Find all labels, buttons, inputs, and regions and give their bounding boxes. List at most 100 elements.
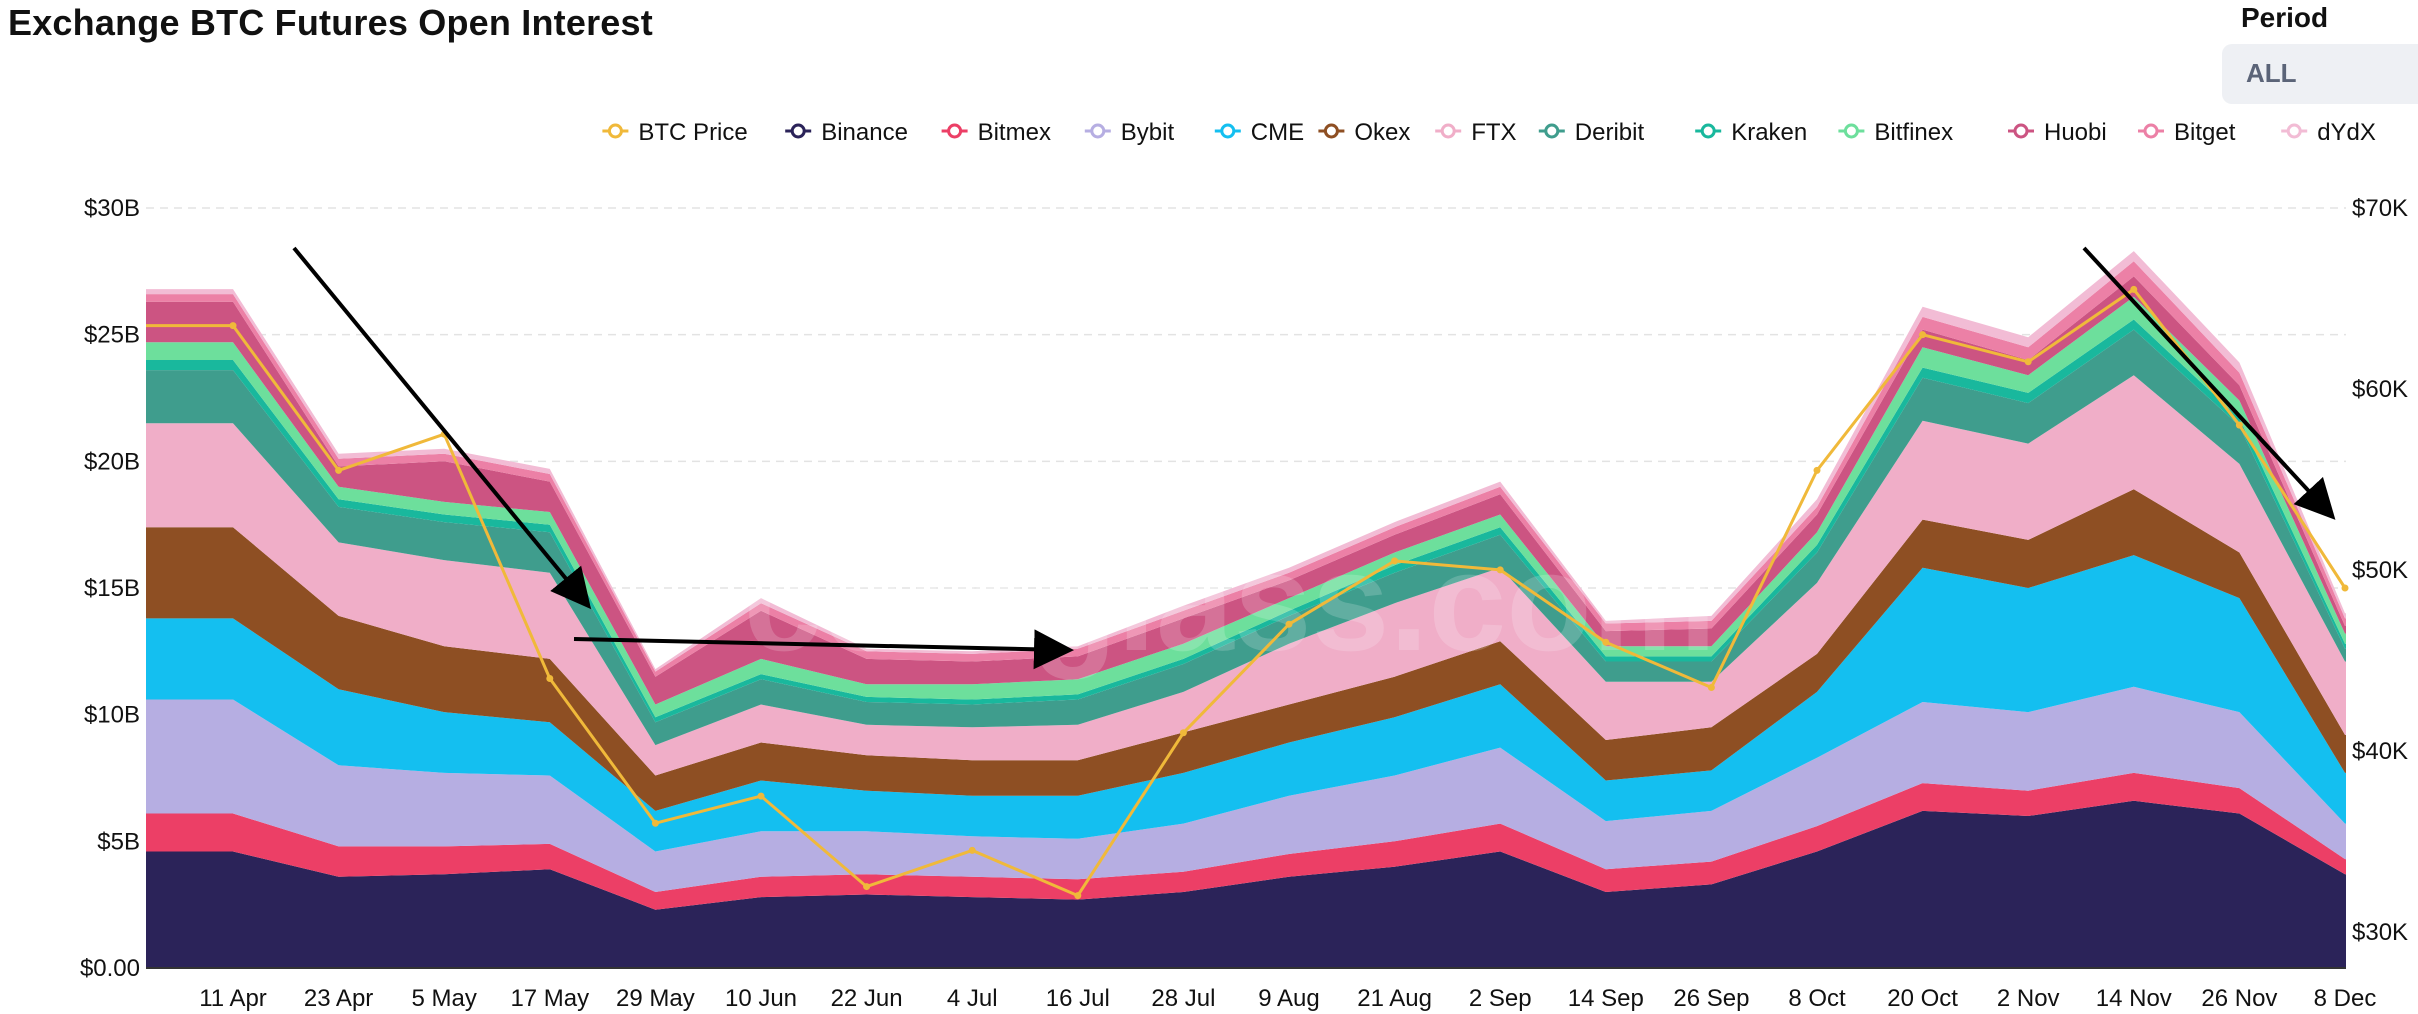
legend-item-cme[interactable]: CME bbox=[1214, 119, 1304, 146]
legend-marker bbox=[2143, 123, 2159, 139]
btc-price-point bbox=[968, 846, 976, 854]
btc-price-point bbox=[1074, 892, 1082, 900]
legend-marker bbox=[2013, 123, 2029, 139]
btc-price-point bbox=[229, 322, 237, 330]
area-okex bbox=[146, 489, 2346, 811]
btc-price-point bbox=[651, 819, 659, 827]
legend-marker bbox=[607, 123, 623, 139]
x-tick-label: 8 Oct bbox=[1788, 985, 1846, 1012]
legend-item-bybit[interactable]: Bybit bbox=[1084, 119, 1175, 146]
y-tick-label: $0.00 bbox=[80, 955, 140, 982]
btc-price-point bbox=[757, 792, 765, 800]
page-title: Exchange BTC Futures Open Interest bbox=[8, 2, 653, 43]
y-right-tick-label: $60K bbox=[2352, 376, 2408, 403]
period-label: Period bbox=[2241, 2, 2329, 33]
area-binance bbox=[146, 800, 2346, 968]
y-right-tick-label: $40K bbox=[2352, 738, 2408, 765]
legend-label: Binance bbox=[821, 119, 908, 146]
btc-price-point bbox=[335, 466, 343, 474]
x-tick-label: 14 Sep bbox=[1568, 985, 1644, 1012]
x-tick-label: 14 Nov bbox=[2096, 985, 2172, 1012]
x-tick-label: 5 May bbox=[412, 985, 477, 1012]
btc-price-point bbox=[1813, 466, 1821, 474]
btc-price-point bbox=[1285, 620, 1293, 628]
legend-label: Huobi bbox=[2044, 119, 2107, 146]
legend-label: dYdX bbox=[2317, 119, 2376, 146]
legend-label: Bitget bbox=[2174, 119, 2236, 146]
area-ftx bbox=[146, 375, 2346, 776]
legend-item-btc-price[interactable]: BTC Price bbox=[602, 119, 748, 146]
legend-label: BTC Price bbox=[638, 119, 747, 146]
x-tick-label: 4 Jul bbox=[947, 985, 998, 1012]
x-tick-label: 23 Apr bbox=[304, 985, 373, 1012]
legend-item-ftx[interactable]: FTX bbox=[1435, 119, 1517, 146]
btc-price-point bbox=[1602, 638, 1610, 646]
x-tick-label: 29 May bbox=[616, 985, 695, 1012]
legend-item-dydx[interactable]: dYdX bbox=[2281, 119, 2376, 146]
y-tick-label: $20B bbox=[84, 448, 140, 475]
x-tick-label: 26 Nov bbox=[2201, 985, 2277, 1012]
legend-item-okex[interactable]: Okex bbox=[1318, 119, 1410, 146]
legend-item-kraken[interactable]: Kraken bbox=[1695, 119, 1807, 146]
annotation-arrow bbox=[292, 246, 592, 610]
legend-label: Bitmex bbox=[978, 119, 1051, 146]
y-tick-label: $10B bbox=[84, 702, 140, 729]
legend-marker bbox=[947, 123, 963, 139]
y-tick-label: $25B bbox=[84, 322, 140, 349]
btc-price-point bbox=[1707, 684, 1715, 692]
area-bybit bbox=[146, 686, 2346, 892]
x-tick-label: 16 Jul bbox=[1046, 985, 1110, 1012]
x-tick-label: 2 Sep bbox=[1469, 985, 1532, 1012]
legend-item-binance[interactable]: Binance bbox=[785, 119, 908, 146]
btc-price-point bbox=[1919, 331, 1927, 339]
area-bitmex bbox=[146, 772, 2346, 910]
y-tick-label: $30B bbox=[84, 195, 140, 222]
legend-item-huobi[interactable]: Huobi bbox=[2008, 119, 2107, 146]
legend-item-deribit[interactable]: Deribit bbox=[1538, 119, 1645, 146]
legend-marker bbox=[1544, 123, 1560, 139]
x-tick-label: 10 Jun bbox=[725, 985, 797, 1012]
legend-marker bbox=[790, 123, 806, 139]
x-tick-label: 2 Nov bbox=[1997, 985, 2060, 1012]
annotation-arrow bbox=[2082, 246, 2336, 520]
btc-price-point bbox=[2341, 584, 2349, 592]
btc-price-point bbox=[546, 674, 554, 682]
legend-marker bbox=[1440, 123, 1456, 139]
btc-price-point bbox=[1391, 557, 1399, 565]
legend-marker bbox=[1323, 123, 1339, 139]
x-tick-label: 28 Jul bbox=[1151, 985, 1215, 1012]
area-cme bbox=[146, 555, 2346, 852]
legend-label: Bybit bbox=[1121, 119, 1175, 146]
legend-label: Okex bbox=[1354, 119, 1410, 146]
btc-price-point bbox=[863, 883, 871, 891]
legend-marker bbox=[1843, 123, 1859, 139]
legend-item-bitget[interactable]: Bitget bbox=[2138, 119, 2236, 146]
btc-price-point bbox=[1179, 729, 1187, 737]
legend-label: CME bbox=[1251, 119, 1304, 146]
x-tick-label: 9 Aug bbox=[1258, 985, 1319, 1012]
legend-item-bitfinex[interactable]: Bitfinex bbox=[1838, 119, 1953, 146]
area-deribit bbox=[146, 329, 2346, 746]
area-dydx bbox=[146, 251, 2346, 672]
watermark: coinglass.com bbox=[744, 523, 1717, 680]
x-tick-label: 20 Oct bbox=[1887, 985, 1958, 1012]
y-tick-label: $5B bbox=[97, 828, 140, 855]
btc-price-point bbox=[2235, 421, 2243, 429]
legend-marker bbox=[1700, 123, 1716, 139]
legend-label: Kraken bbox=[1731, 119, 1807, 146]
x-tick-label: 26 Sep bbox=[1673, 985, 1749, 1012]
x-tick-label: 17 May bbox=[510, 985, 589, 1012]
legend-marker bbox=[1220, 123, 1236, 139]
btc-price-point bbox=[2130, 285, 2138, 293]
legend-marker bbox=[1090, 123, 1106, 139]
btc-price-point bbox=[1496, 566, 1504, 574]
legend-label: Bitfinex bbox=[1874, 119, 1953, 146]
period-select[interactable]: ALL bbox=[2222, 44, 2418, 104]
legend-item-bitmex[interactable]: Bitmex bbox=[941, 119, 1051, 146]
btc-price-point bbox=[2024, 358, 2032, 366]
x-tick-label: 8 Dec bbox=[2314, 985, 2377, 1012]
area-bitget bbox=[146, 261, 2346, 677]
y-right-tick-label: $50K bbox=[2352, 557, 2408, 584]
x-tick-label: 11 Apr bbox=[199, 985, 267, 1012]
